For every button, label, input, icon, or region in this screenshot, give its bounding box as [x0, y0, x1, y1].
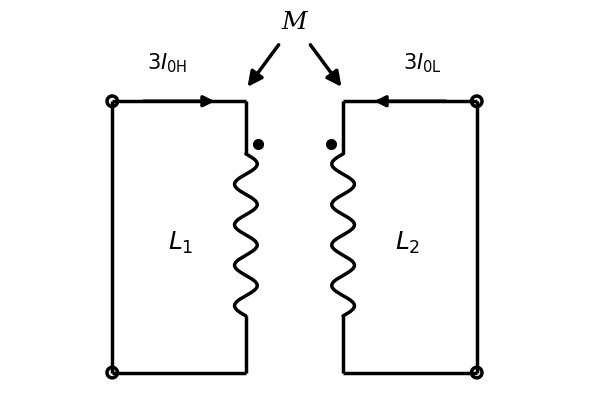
Text: $3\mathit{I}_\mathrm{0H}$: $3\mathit{I}_\mathrm{0H}$: [147, 51, 187, 75]
Text: $3\mathit{I}_\mathrm{0L}$: $3\mathit{I}_\mathrm{0L}$: [403, 51, 441, 75]
Text: $L_2$: $L_2$: [395, 230, 421, 256]
Text: M: M: [282, 11, 307, 34]
Text: $L_1$: $L_1$: [168, 230, 194, 256]
